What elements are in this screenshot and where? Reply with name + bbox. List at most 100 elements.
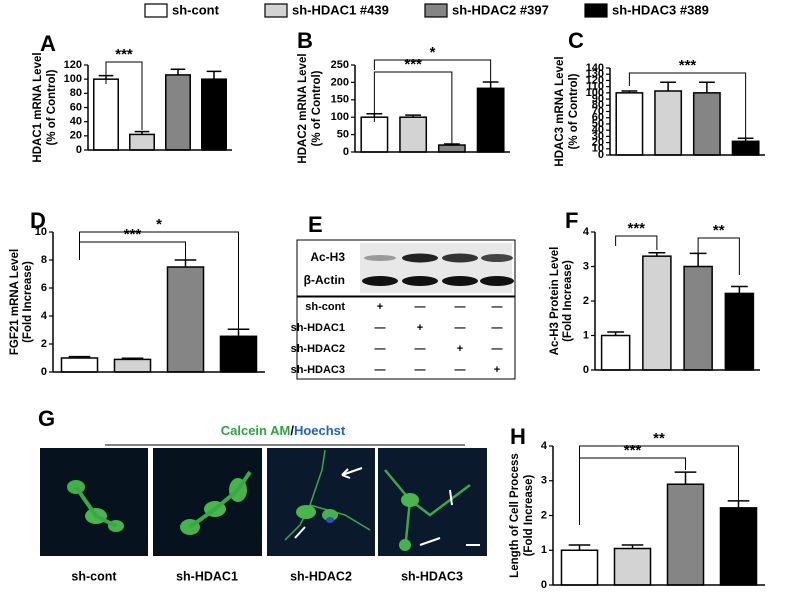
- y-tick-label: 2: [541, 509, 547, 521]
- y-axis-label: (% of Control): [311, 70, 323, 146]
- y-tick-label: 250: [331, 59, 349, 71]
- bar: [93, 78, 119, 151]
- bar: [719, 507, 758, 586]
- bar: [600, 334, 631, 371]
- bar: [724, 292, 755, 371]
- y-tick-label: 110: [586, 81, 604, 93]
- significance-label: ***: [404, 56, 422, 73]
- y-tick-label: 2: [41, 338, 47, 350]
- y-tick-label: 20: [70, 130, 82, 142]
- y-tick-label: 50: [337, 129, 349, 141]
- row-label: sh-HDAC2: [291, 343, 345, 355]
- significance-bracket: [79, 231, 239, 330]
- y-tick-label: 0: [343, 146, 349, 158]
- y-tick-label: 200: [331, 76, 349, 88]
- bar: [560, 549, 599, 586]
- bar: [219, 335, 258, 373]
- panel-letter: B: [297, 28, 313, 53]
- significance-label: ***: [679, 57, 697, 74]
- image-caption: sh-HDAC2: [290, 569, 352, 583]
- treatment-mark: —: [375, 343, 386, 355]
- title-part: /: [290, 423, 294, 438]
- significance-bracket: [697, 237, 740, 275]
- micrographs: [40, 444, 487, 556]
- treatment-mark: —: [492, 301, 503, 313]
- legend-swatch: [424, 3, 448, 18]
- y-tick-label: 90: [592, 93, 604, 105]
- bar: [201, 78, 227, 151]
- y-tick-label: 100: [586, 87, 604, 99]
- y-axis-label: HDAC1 mRNA Level: [32, 52, 44, 162]
- band-label: β-Actin: [304, 273, 345, 287]
- y-tick-label: 3: [541, 475, 547, 487]
- y-tick-label: 100: [331, 111, 349, 123]
- y-tick-label: 4: [583, 226, 590, 238]
- bar: [683, 265, 713, 371]
- y-axis-label: (Fold Increase): [22, 261, 34, 343]
- significance-bracket: [579, 445, 739, 520]
- bar: [399, 116, 428, 153]
- y-tick-label: 120: [64, 59, 82, 71]
- y-tick-label: 8: [41, 254, 47, 266]
- bar: [642, 255, 672, 371]
- significance-label: *: [156, 216, 162, 233]
- y-axis-label: HDAC2 mRNA Level: [297, 53, 309, 163]
- treatment-mark: +: [377, 301, 383, 313]
- title-part: Hoechst: [294, 423, 346, 438]
- y-tick-label: 0: [541, 579, 547, 591]
- legend-swatch: [144, 3, 168, 18]
- significance-label: **: [713, 222, 725, 239]
- treatment-mark: —: [375, 322, 386, 334]
- bar: [437, 144, 466, 153]
- treatment-mark: —: [455, 364, 466, 376]
- significance-label: ***: [624, 442, 642, 459]
- y-tick-label: 2: [583, 295, 589, 307]
- panel-letter: H: [510, 424, 526, 449]
- y-tick-label: 20: [592, 136, 604, 148]
- y-tick-label: 0: [41, 366, 47, 378]
- panel-letter: E: [308, 212, 323, 237]
- significance-bracket: [628, 72, 747, 147]
- y-tick-label: 60: [592, 112, 604, 124]
- significance-label: ***: [627, 220, 645, 237]
- panel-letter: F: [565, 208, 578, 233]
- y-tick-label: 0: [598, 149, 604, 161]
- y-tick-label: 10: [35, 226, 47, 238]
- y-axis-label: (% of Control): [46, 69, 58, 145]
- significance-label: ***: [124, 226, 142, 243]
- y-axis-label: (% of Control): [568, 73, 580, 149]
- y-tick-label: 6: [41, 282, 47, 294]
- y-tick-label: 10: [592, 143, 604, 155]
- treatment-mark: +: [417, 322, 423, 334]
- y-tick-label: 4: [541, 440, 548, 452]
- bar: [666, 483, 705, 586]
- row-label: sh-HDAC1: [291, 322, 345, 334]
- treatment-mark: —: [415, 301, 426, 313]
- legend-swatch: [264, 3, 288, 18]
- y-tick-label: 150: [331, 94, 349, 106]
- significance-bracket: [615, 235, 658, 250]
- bar: [360, 116, 389, 153]
- y-tick-label: 1: [583, 329, 589, 341]
- y-axis-label: FGF21 mRNA Level: [9, 249, 21, 355]
- y-tick-label: 0: [76, 144, 82, 156]
- y-tick-label: 140: [586, 62, 604, 74]
- y-axis-label: (Fold Increase): [562, 260, 574, 342]
- y-tick-label: 70: [592, 105, 604, 117]
- bar: [615, 92, 644, 156]
- y-tick-label: 1: [541, 544, 547, 556]
- y-tick-label: 3: [583, 260, 589, 272]
- image-title: Calcein AM/Hoechst: [221, 423, 346, 438]
- significance-label: **: [653, 430, 665, 447]
- y-tick-label: 40: [70, 116, 82, 128]
- panel-letter: A: [40, 31, 56, 56]
- bar: [613, 547, 652, 586]
- treatment-mark: +: [457, 343, 463, 355]
- row-label: sh-cont: [305, 301, 345, 313]
- treatment-mark: —: [492, 322, 503, 334]
- treatment-mark: —: [375, 364, 386, 376]
- y-tick-label: 0: [583, 364, 589, 376]
- y-tick-label: 60: [70, 101, 82, 113]
- y-tick-label: 80: [592, 99, 604, 111]
- significance-bracket: [79, 241, 186, 266]
